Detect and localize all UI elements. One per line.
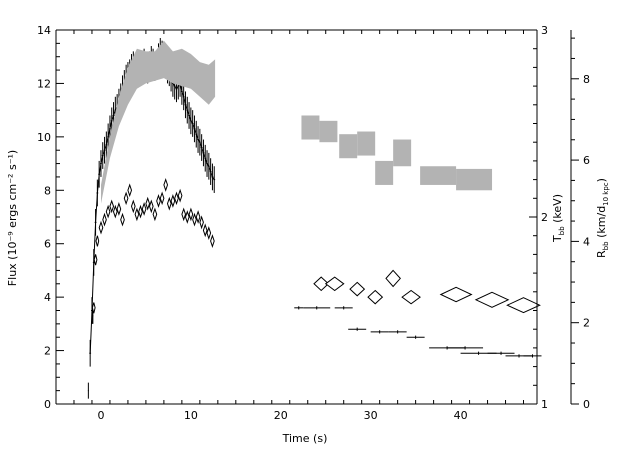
radius-diamond: [349, 281, 366, 297]
radius-diamond: [192, 212, 197, 227]
radius-diamond: [148, 199, 154, 214]
radius-diamond: [105, 204, 111, 219]
radius-diamond: [159, 191, 165, 206]
y-axis-label-right-inner-unit: (keV): [551, 194, 564, 226]
radius-diamond: [195, 210, 201, 224]
y-axis-label-right-outer: Rbb (km/d10 kpc): [595, 178, 610, 258]
radius-diamond: [174, 191, 179, 206]
y-tick-label-right-outer: 0: [583, 398, 590, 411]
temperature-box: [339, 134, 358, 159]
radius-diamond: [385, 269, 401, 288]
y-tick-label-right-outer: 6: [583, 154, 590, 167]
radius-diamond: [181, 207, 187, 222]
y-axis-label-right-inner-main: T: [551, 235, 564, 243]
radius-diamond: [98, 220, 104, 235]
x-tick-label: 20: [274, 409, 288, 422]
x-tick-label: 30: [364, 409, 378, 422]
radius-diamond: [112, 204, 118, 219]
radius-diamond: [170, 194, 176, 208]
radius-diamond: [206, 226, 212, 240]
y-tick-label-right-inner: 1: [541, 398, 548, 411]
x-tick-label: 40: [454, 409, 468, 422]
y-tick-label-left: 8: [44, 184, 51, 197]
x-tick-label: 10: [184, 409, 198, 422]
radius-diamond: [474, 291, 510, 308]
radius-diamond: [134, 207, 140, 222]
y-tick-label-left: 10: [37, 131, 51, 144]
y-axis-label-right-outer-unit-end: ): [595, 178, 608, 182]
radius-diamond: [141, 202, 147, 216]
radius-diamond: [95, 235, 100, 247]
radius-diamond: [506, 297, 541, 314]
temperature-box: [301, 115, 320, 140]
temperature-box: [319, 120, 338, 143]
temperature-box: [357, 131, 376, 156]
y-tick-label-left: 14: [37, 24, 51, 37]
radius-diamond: [116, 202, 122, 216]
y-axis-label-right-inner: Tbb (keV): [551, 194, 566, 243]
radius-diamond: [163, 178, 169, 192]
radius-diamond: [93, 254, 98, 266]
temperature-box: [456, 168, 493, 191]
y-axis-label-right-outer-unit: (km/d: [595, 206, 608, 242]
radius-diamond: [130, 199, 136, 214]
radius-diamond: [184, 210, 190, 224]
radius-diamond: [313, 276, 330, 292]
radius-diamond: [188, 207, 194, 222]
y-axis-label-right-outer-sub: bb: [602, 241, 610, 250]
radius-diamond: [324, 276, 345, 292]
y-tick-label-left: 0: [44, 398, 51, 411]
radius-diamond: [199, 215, 204, 230]
temperature-box: [375, 160, 394, 185]
temperature-box: [420, 166, 457, 185]
y-tick-label-left: 4: [44, 291, 51, 304]
radius-diamond: [401, 289, 421, 305]
radius-diamond: [120, 212, 125, 227]
x-axis-label: Time (s): [282, 432, 328, 445]
radius-diamond: [367, 289, 384, 305]
y-tick-label-right-inner: 2: [541, 211, 548, 224]
radius-diamond: [210, 234, 215, 248]
y-axis-label-right-outer-unit-sub: 10 kpc: [602, 182, 610, 206]
radius-diamond: [177, 188, 183, 203]
y-axis-label-left: Flux (10⁻⁹ ergs cm⁻² s⁻¹): [6, 150, 19, 286]
y-tick-label-right-outer: 2: [583, 317, 590, 330]
y-tick-label-left: 2: [44, 345, 51, 358]
radius-diamond: [152, 207, 158, 222]
temperature-box: [393, 139, 412, 167]
radius-diamond: [127, 183, 133, 198]
radius-diamond: [145, 196, 151, 211]
radius-diamond: [138, 204, 143, 219]
y-axis-label-right-outer-main: R: [595, 250, 608, 258]
x-tick-label: 0: [97, 409, 104, 422]
y-tick-label-right-outer: 8: [583, 73, 590, 86]
radius-diamond: [156, 194, 161, 208]
radius-diamond: [202, 223, 208, 238]
radius-diamond: [102, 212, 107, 227]
y-tick-label-left: 6: [44, 238, 51, 251]
radius-diamond: [439, 286, 473, 303]
radius-diamond: [123, 191, 129, 206]
radius-diamond: [91, 302, 96, 314]
y-axis-label-right-inner-sub: bb: [558, 226, 566, 235]
radius-diamond: [166, 196, 172, 211]
plot-area: [87, 38, 542, 399]
y-tick-label-right-inner: 3: [541, 24, 548, 37]
y-tick-label-right-outer: 4: [583, 235, 590, 248]
temperature-band: [101, 40, 216, 204]
y-tick-label-left: 12: [37, 77, 51, 90]
radius-diamond: [109, 199, 115, 214]
